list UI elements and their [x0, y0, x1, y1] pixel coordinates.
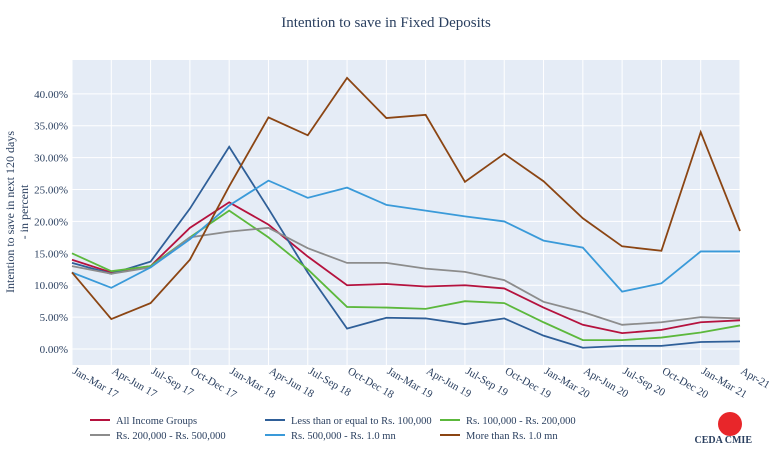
legend-label: Less than or equal to Rs. 100,000: [291, 416, 432, 427]
legend-label: Rs. 200,000 - Rs. 500,000: [116, 431, 226, 442]
legend-label: Rs. 100,000 - Rs. 200,000: [466, 416, 576, 427]
legend-label: Rs. 500,000 - Rs. 1.0 mn: [291, 431, 396, 442]
y-tick-label: 20.00%: [34, 216, 68, 228]
series-line: [71, 226, 741, 326]
series-line: [71, 179, 740, 293]
y-tick-label: 35.00%: [34, 121, 68, 133]
y-axis-label: - in percent: [17, 184, 31, 239]
plot-area: [72, 60, 740, 365]
y-tick-label: 0.00%: [40, 344, 68, 356]
series-line: [71, 201, 741, 335]
y-axis-label: Intention to save in next 120 days: [3, 131, 17, 293]
legend-label: All Income Groups: [116, 416, 197, 427]
logo-icon: [718, 412, 742, 436]
series-line: [71, 76, 741, 321]
logo: CEDA CMIE: [694, 435, 752, 446]
series-line: [71, 145, 741, 349]
y-tick-label: 15.00%: [34, 248, 68, 260]
y-tick-label: 30.00%: [34, 153, 68, 165]
y-tick-label: 5.00%: [40, 312, 68, 324]
y-tick-label: 10.00%: [34, 280, 68, 292]
chart-title: Intention to save in Fixed Deposits: [281, 15, 491, 31]
y-tick-label: 40.00%: [34, 89, 68, 101]
y-tick-label: 25.00%: [34, 185, 68, 197]
legend-label: More than Rs. 1.0 mn: [466, 431, 558, 442]
